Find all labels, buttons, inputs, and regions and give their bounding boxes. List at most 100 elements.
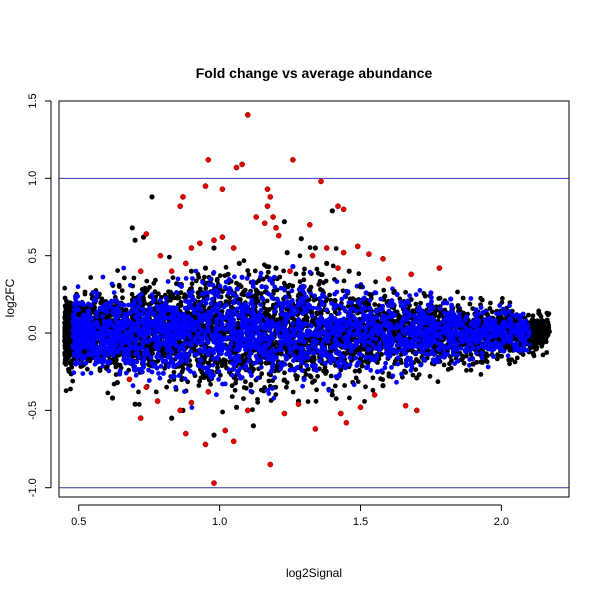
point-black	[546, 322, 551, 328]
point-black	[229, 394, 235, 399]
point-blue	[395, 355, 401, 360]
point-black	[540, 352, 546, 358]
point-blue	[468, 296, 474, 301]
point-black	[535, 328, 540, 333]
point-black	[347, 395, 352, 401]
point-black	[318, 309, 323, 315]
point-black	[463, 353, 469, 359]
point-black	[301, 271, 307, 277]
point-black	[64, 344, 69, 350]
point-blue	[175, 276, 181, 282]
point-black	[483, 357, 489, 363]
point-black	[432, 310, 438, 316]
point-black	[307, 245, 313, 251]
point-blue	[417, 288, 423, 293]
point-blue	[290, 352, 296, 358]
point-black	[150, 351, 156, 356]
point-black	[170, 275, 176, 280]
point-black	[534, 344, 539, 350]
point-black	[539, 343, 545, 349]
point-black	[392, 332, 398, 337]
point-black	[507, 361, 512, 367]
point-black	[254, 295, 259, 301]
point-blue	[157, 375, 163, 381]
point-black	[416, 359, 421, 364]
point-blue	[407, 293, 412, 298]
point-blue	[346, 300, 352, 305]
point-black	[250, 407, 255, 413]
point-black	[311, 354, 317, 360]
point-black	[305, 366, 311, 372]
point-black	[455, 289, 460, 295]
point-black	[544, 350, 550, 355]
point-black	[131, 275, 137, 281]
point-black	[241, 258, 247, 264]
point-blue	[236, 300, 242, 306]
point-black	[258, 291, 264, 296]
point-black	[195, 290, 201, 296]
point-black	[265, 269, 271, 275]
point-black	[507, 345, 513, 351]
points-layer	[62, 112, 552, 486]
point-black	[223, 299, 229, 304]
point-black	[70, 378, 76, 384]
point-black	[323, 278, 329, 284]
point-blue	[272, 375, 278, 381]
point-blue	[109, 281, 115, 287]
point-blue	[88, 370, 94, 376]
point-black	[537, 336, 542, 342]
point-black	[220, 360, 226, 365]
point-black	[82, 289, 88, 295]
point-blue	[322, 360, 328, 366]
point-black	[290, 389, 296, 395]
point-black	[246, 272, 252, 278]
point-black	[509, 357, 514, 362]
point-black	[113, 372, 119, 377]
point-black	[220, 289, 225, 294]
point-blue	[258, 364, 264, 370]
point-blue	[163, 358, 169, 364]
point-black	[241, 396, 246, 401]
point-black	[293, 271, 299, 277]
point-blue	[429, 299, 434, 304]
point-black	[196, 294, 201, 300]
point-black	[324, 369, 329, 375]
point-black	[69, 361, 75, 366]
point-black	[144, 278, 150, 284]
point-black	[162, 366, 168, 371]
point-black	[281, 268, 286, 274]
point-black	[305, 399, 311, 404]
point-black	[530, 326, 536, 331]
point-black	[487, 306, 493, 311]
point-black	[220, 409, 226, 415]
point-black	[266, 378, 272, 384]
point-black	[63, 314, 69, 319]
point-black	[197, 378, 203, 384]
point-black	[297, 253, 303, 259]
point-black	[353, 375, 359, 381]
point-black	[116, 282, 122, 288]
point-blue	[359, 297, 365, 303]
point-black	[362, 399, 367, 404]
point-black	[542, 334, 548, 340]
point-black	[227, 295, 233, 301]
point-black	[318, 287, 323, 292]
point-black	[196, 383, 202, 388]
point-black	[294, 349, 300, 355]
point-black	[261, 388, 267, 394]
point-blue	[334, 279, 340, 284]
point-black	[413, 301, 419, 307]
point-blue	[126, 302, 131, 308]
point-black	[386, 371, 392, 377]
point-black	[301, 277, 307, 283]
point-blue	[182, 389, 187, 394]
point-black	[512, 359, 518, 365]
point-black	[332, 383, 338, 389]
point-black	[248, 381, 254, 387]
point-black	[115, 268, 120, 273]
point-black	[147, 284, 153, 290]
point-black	[392, 319, 398, 325]
point-blue	[223, 284, 228, 290]
point-black	[80, 306, 86, 311]
